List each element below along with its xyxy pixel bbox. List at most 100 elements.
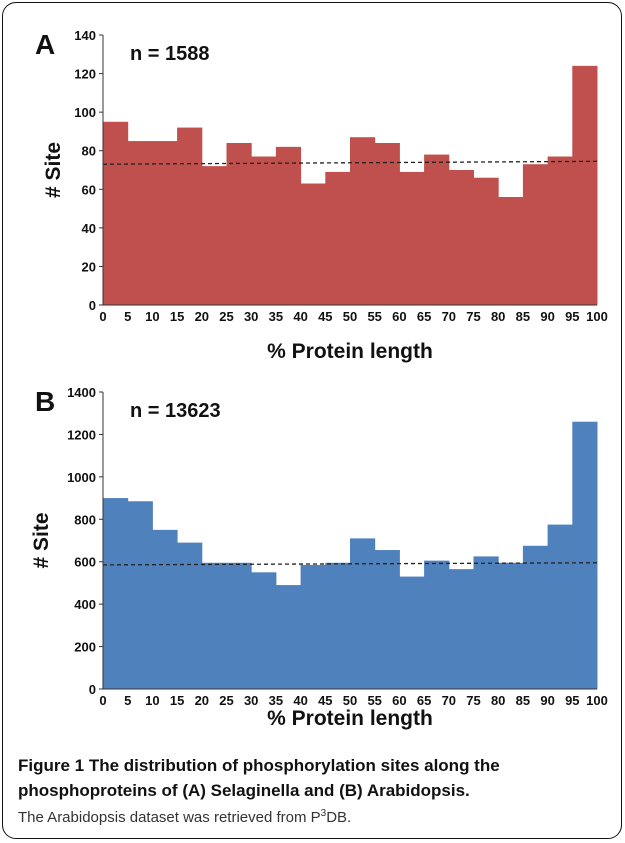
panel-b-x-tick-label: 50: [343, 693, 357, 708]
panel-a-x-tick-label: 30: [244, 309, 258, 324]
panel-b-bar: [251, 572, 277, 689]
panel-a-y-tick-label: 60: [82, 182, 96, 197]
panel-b-x-tick-label: 45: [318, 693, 332, 708]
panel-a-x-tick-label: 55: [367, 309, 381, 324]
panel-b-x-axis-label: % Protein length: [267, 707, 433, 730]
caption-title: Figure 1 The distribution of phosphoryla…: [18, 756, 500, 800]
panel-b-bar: [572, 421, 598, 689]
panel-b-y-axis-label: # Site: [30, 512, 53, 568]
panel-b-x-tick-label: 40: [293, 693, 307, 708]
caption-note: The Arabidopsis dataset was retrieved fr…: [18, 803, 613, 828]
panel-b-bar: [473, 556, 499, 689]
panel-b-bar: [448, 569, 474, 689]
panel-a-x-tick-label: 100: [586, 309, 608, 324]
panel-b-x-tick-label: 10: [145, 693, 159, 708]
panel-a-bar: [251, 156, 277, 305]
panel-a-bar: [325, 171, 351, 305]
panel-b-x-tick-label: 100: [586, 693, 608, 708]
panel-b-y-tick-label: 400: [74, 597, 96, 612]
panel-b-bar: [498, 562, 524, 689]
panel-a-x-tick-label: 15: [170, 309, 184, 324]
panel-a-y-tick-label: 40: [82, 221, 96, 236]
panel-a-x-tick-label: 85: [516, 309, 530, 324]
panel-a-bar: [572, 65, 598, 305]
panel-b-bar: [201, 562, 227, 689]
panel-a-bar: [547, 156, 573, 305]
panel-b-bar: [424, 560, 450, 689]
panel-b-y-tick-label: 800: [74, 512, 96, 527]
figure-caption: Figure 1 The distribution of phosphoryla…: [18, 753, 613, 828]
panel-a-bar: [226, 143, 252, 305]
panel-a-mean-line: [102, 160, 598, 165]
panel-b-x-tick-label: 60: [392, 693, 406, 708]
panel-b-bar: [177, 542, 203, 689]
panel-a-x-tick-label: 45: [318, 309, 332, 324]
panel-b-bar: [300, 564, 326, 689]
panel-a-bar: [399, 171, 425, 305]
panel-b-x-tick-label: 95: [565, 693, 579, 708]
panel-b-bar: [226, 562, 252, 689]
caption-note-sup: 3: [320, 808, 327, 819]
panel-a-y-axis-label: # Site: [42, 142, 65, 198]
panel-a-x-tick-label: 40: [293, 309, 307, 324]
panel-b-x-tick-label: 65: [417, 693, 431, 708]
panel-b-x-tick-label: 35: [269, 693, 283, 708]
panel-a-bar: [201, 166, 227, 305]
panel-b-x-tick-label: 55: [367, 693, 381, 708]
panel-a-x-tick-label: 5: [124, 309, 131, 324]
panel-b-x-tick-label: 0: [99, 693, 106, 708]
caption-note-text: The Arabidopsis dataset was retrieved fr…: [18, 809, 321, 826]
panel-b-x-tick-label: 25: [219, 693, 233, 708]
panel-b-bar: [522, 545, 549, 689]
panel-b-bar: [103, 498, 129, 689]
panel-a-x-tick-label: 0: [99, 309, 106, 324]
panel-b-x-tick-label: 20: [195, 693, 209, 708]
panel-a-y-tick-label: 80: [82, 144, 96, 159]
panel-a-x-tick-label: 70: [442, 309, 456, 324]
panel-a-y-tick-label: 0: [89, 298, 96, 313]
panel-b-x-tick-label: 15: [170, 693, 184, 708]
panel-a-bar: [275, 146, 302, 305]
panel-a-x-tick-label: 75: [466, 309, 480, 324]
panel-a-x-tick-label: 25: [219, 309, 233, 324]
panel-a-x-tick-label: 80: [491, 309, 505, 324]
panel-a-bar: [374, 143, 400, 305]
panel-a-x-tick-label: 50: [343, 309, 357, 324]
panel-a-bar: [473, 177, 499, 305]
panel-a-n-annotation: n = 1588: [130, 43, 210, 65]
panel-b-bar: [350, 538, 376, 689]
panel-a-bar: [424, 154, 450, 305]
panel-b-y-tick-label: 1000: [67, 470, 96, 485]
panel-a-bar: [350, 137, 376, 305]
panel-b-n-annotation: n = 13623: [130, 400, 221, 422]
panel-a-x-tick-label: 20: [195, 309, 209, 324]
panel-a-bar: [103, 121, 129, 305]
panel-a-bar: [177, 127, 203, 305]
panel-b-x-tick-label: 30: [244, 693, 258, 708]
panel-b-bar: [374, 550, 400, 689]
panel-a-bar: [448, 170, 474, 305]
panel-b-mean-line: [102, 562, 598, 566]
panel-a-bar: [498, 197, 524, 305]
panel-b-y-tick-label: 600: [74, 555, 96, 570]
panel-b-x-tick-label: 5: [124, 693, 131, 708]
panel-a-y-tick-label: 100: [74, 105, 96, 120]
panel-a-y-tick-label: 20: [82, 259, 96, 274]
panel-b-bar: [152, 529, 178, 689]
panel-a-panel-letter: A: [35, 29, 55, 60]
panel-b-x-tick-label: 75: [466, 693, 480, 708]
panel-a-bar: [127, 141, 153, 305]
panel-a-x-tick-label: 95: [565, 309, 579, 324]
panel-b-bar: [127, 501, 153, 689]
panel-a-x-tick-label: 90: [540, 309, 554, 324]
panel-a-x-tick-label: 35: [269, 309, 283, 324]
panel-b-x-tick-label: 85: [516, 693, 530, 708]
panel-b-y-tick-label: 0: [89, 682, 96, 697]
panel-b-y-tick-label: 1400: [67, 385, 96, 400]
panel-b-bar: [399, 576, 425, 689]
panel-b-x-tick-label: 90: [540, 693, 554, 708]
panel-a-x-tick-label: 60: [392, 309, 406, 324]
panel-a-x-tick-label: 10: [145, 309, 159, 324]
